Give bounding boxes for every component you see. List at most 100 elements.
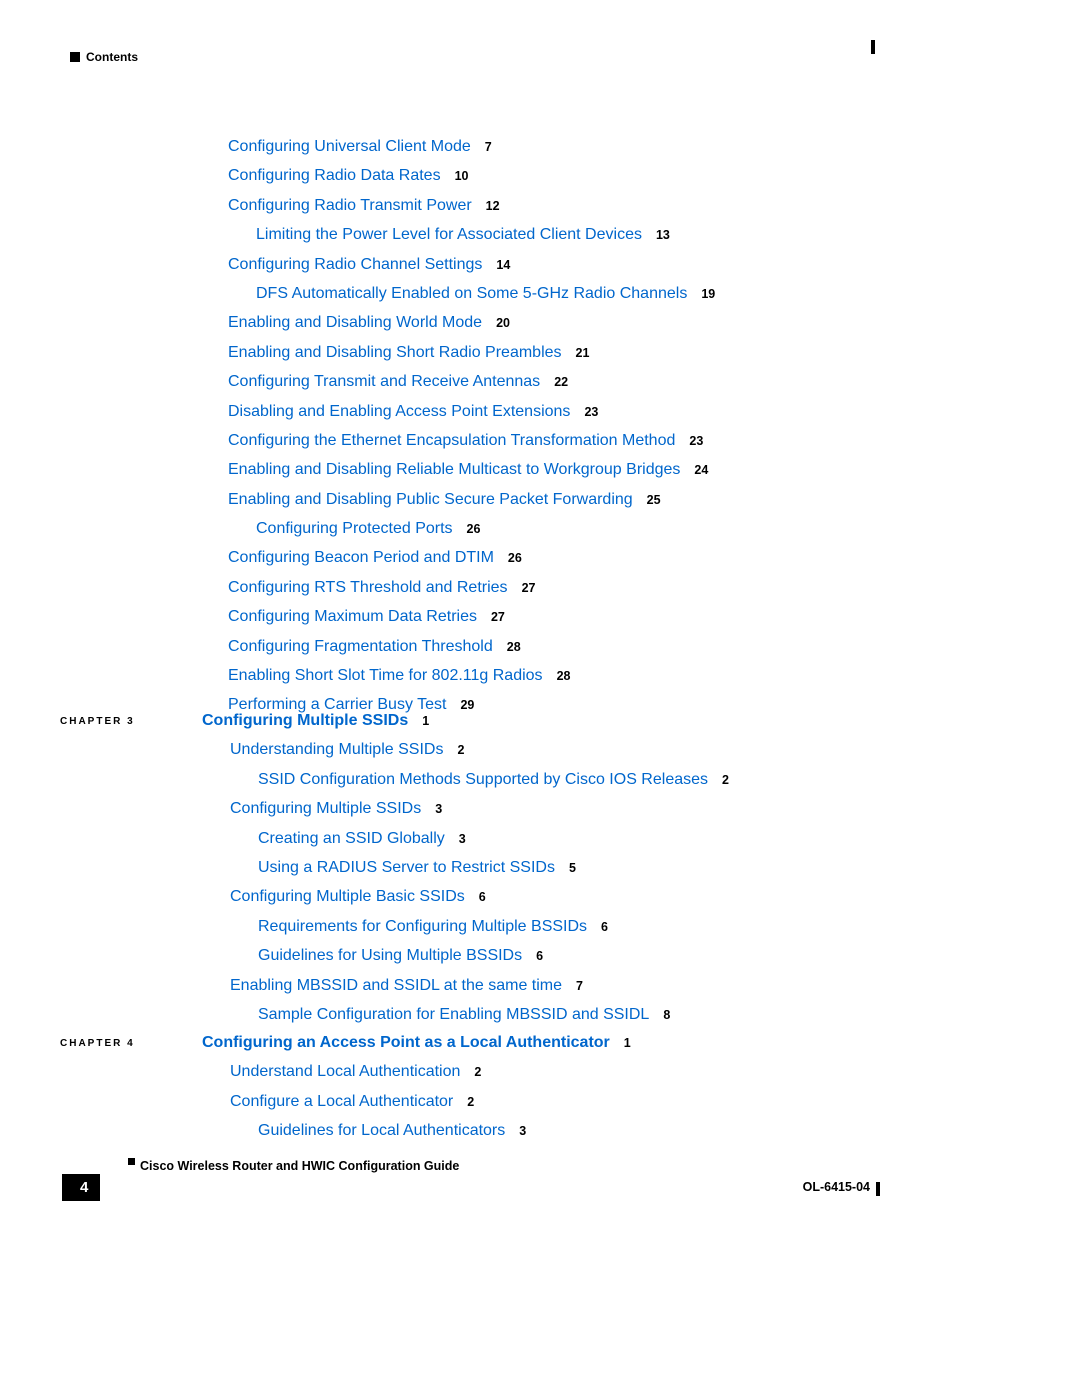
page-number: 28	[557, 669, 571, 683]
toc-line: Enabling Short Slot Time for 802.11g Rad…	[228, 665, 715, 687]
toc-line: Understand Local Authentication 2	[230, 1061, 631, 1083]
chapter-title-link[interactable]: Configuring an Access Point as a Local A…	[202, 1034, 610, 1051]
toc-link[interactable]: Creating an SSID Globally	[258, 830, 445, 847]
page-number: 3	[435, 802, 442, 816]
toc-link[interactable]: Enabling MBSSID and SSIDL at the same ti…	[230, 977, 562, 994]
toc-link[interactable]: Enabling and Disabling Reliable Multicas…	[228, 461, 680, 478]
page-number: 2	[457, 743, 464, 757]
page-number: 2	[722, 773, 729, 787]
toc-link[interactable]: Sample Configuration for Enabling MBSSID…	[258, 1006, 649, 1023]
chapter-title-line: Configuring Multiple SSIDs 1	[202, 710, 729, 732]
toc-link[interactable]: Configure a Local Authenticator	[230, 1093, 453, 1110]
toc-line: Configuring Maximum Data Retries 27	[228, 606, 715, 628]
toc-link[interactable]: Disabling and Enabling Access Point Exte…	[228, 403, 570, 420]
toc-line: Creating an SSID Globally 3	[230, 828, 729, 850]
toc-link[interactable]: Enabling and Disabling Public Secure Pac…	[228, 491, 633, 508]
page-number: 14	[496, 258, 510, 272]
page-number: 2	[474, 1065, 481, 1079]
footer-page-number: 4	[62, 1174, 100, 1201]
toc-line: Disabling and Enabling Access Point Exte…	[228, 401, 715, 423]
page-number: 5	[569, 861, 576, 875]
toc-link[interactable]: Enabling and Disabling World Mode	[228, 314, 482, 331]
page-number: 13	[656, 228, 670, 242]
page-number: 26	[467, 522, 481, 536]
page-number: 27	[491, 610, 505, 624]
toc-line: Configuring Beacon Period and DTIM26	[228, 547, 715, 569]
toc-line: Understanding Multiple SSIDs 2	[230, 739, 729, 761]
toc-line: Enabling and Disabling Public Secure Pac…	[228, 489, 715, 511]
toc-line: Limiting the Power Level for Associated …	[228, 224, 715, 246]
toc-link[interactable]: Configuring Beacon Period and DTIM	[228, 549, 494, 566]
toc-link[interactable]: Requirements for Configuring Multiple BS…	[258, 918, 587, 935]
header-label: Contents	[70, 50, 138, 64]
page-number: 21	[576, 346, 590, 360]
toc-line: Configuring RTS Threshold and Retries27	[228, 577, 715, 599]
toc-link[interactable]: Configuring Transmit and Receive Antenna…	[228, 373, 540, 390]
toc-line: Using a RADIUS Server to Restrict SSIDs 5	[230, 857, 729, 879]
page-number: 7	[576, 979, 583, 993]
toc-line: Enabling and Disabling Short Radio Pream…	[228, 342, 715, 364]
chapter-4-label: CHAPTER 4	[60, 1038, 135, 1049]
toc-link[interactable]: Guidelines for Local Authenticators	[258, 1122, 505, 1139]
toc-line: Enabling MBSSID and SSIDL at the same ti…	[230, 975, 729, 997]
toc-chapter-4: Configuring an Access Point as a Local A…	[202, 1032, 631, 1150]
toc-link[interactable]: Enabling Short Slot Time for 802.11g Rad…	[228, 667, 543, 684]
page-number: 23	[584, 405, 598, 419]
page-number: 3	[459, 832, 466, 846]
footer-doc-id: OL-6415-04	[803, 1180, 870, 1194]
toc-link[interactable]: Understanding Multiple SSIDs	[230, 741, 443, 758]
toc-link[interactable]: SSID Configuration Methods Supported by …	[258, 771, 708, 788]
toc-line: Configuring Fragmentation Threshold28	[228, 636, 715, 658]
toc-line: Configure a Local Authenticator 2	[230, 1091, 631, 1113]
toc-line: Configuring Multiple SSIDs 3	[230, 798, 729, 820]
toc-link[interactable]: Configuring Multiple SSIDs	[230, 800, 421, 817]
toc-link[interactable]: Understand Local Authentication	[230, 1063, 460, 1080]
toc-line: Configuring the Ethernet Encapsulation T…	[228, 430, 715, 452]
toc-link[interactable]: Configuring Maximum Data Retries	[228, 608, 477, 625]
page-number: 2	[467, 1095, 474, 1109]
toc-link[interactable]: Configuring RTS Threshold and Retries	[228, 579, 508, 596]
chapter-title-link[interactable]: Configuring Multiple SSIDs	[202, 712, 408, 729]
page-number: 3	[519, 1124, 526, 1138]
toc-link[interactable]: Enabling and Disabling Short Radio Pream…	[228, 344, 562, 361]
toc-link[interactable]: Configuring Fragmentation Threshold	[228, 638, 493, 655]
footer-title: Cisco Wireless Router and HWIC Configura…	[140, 1159, 459, 1173]
page-number: 12	[486, 199, 500, 213]
toc-link[interactable]: Configuring the Ethernet Encapsulation T…	[228, 432, 675, 449]
header-marker	[871, 40, 875, 54]
page-number: 6	[479, 890, 486, 904]
toc-link[interactable]: Configuring Multiple Basic SSIDs	[230, 888, 465, 905]
page-number: 7	[485, 140, 492, 154]
toc-line: DFS Automatically Enabled on Some 5-GHz …	[228, 283, 715, 305]
page-number: 24	[694, 463, 708, 477]
page-number: 1	[422, 714, 429, 728]
toc-line: Enabling and Disabling World Mode 20	[228, 312, 715, 334]
toc-line: Guidelines for Local Authenticators 3	[230, 1120, 631, 1142]
footer-right-marker	[876, 1182, 880, 1196]
toc-chapter-3: Configuring Multiple SSIDs 1 Understanding…	[202, 710, 729, 1033]
footer-square-icon	[128, 1158, 135, 1165]
toc-line: Configuring Universal Client Mode 7	[228, 136, 715, 158]
toc-line: Configuring Protected Ports 26	[228, 518, 715, 540]
toc-line: Configuring Radio Transmit Power 12	[228, 195, 715, 217]
page-number: 25	[647, 493, 661, 507]
toc-link[interactable]: Configuring Radio Channel Settings	[228, 256, 482, 273]
toc-link[interactable]: Configuring Protected Ports	[256, 520, 453, 537]
toc-link[interactable]: Configuring Radio Transmit Power	[228, 197, 472, 214]
toc-link[interactable]: Configuring Universal Client Mode	[228, 138, 471, 155]
square-icon	[70, 52, 80, 62]
chapter-3-label: CHAPTER 3	[60, 716, 135, 727]
page-number: 19	[701, 287, 715, 301]
toc-link[interactable]: Using a RADIUS Server to Restrict SSIDs	[258, 859, 555, 876]
page-number: 20	[496, 316, 510, 330]
toc-line: SSID Configuration Methods Supported by …	[230, 769, 729, 791]
toc-line: Configuring Transmit and Receive Antenna…	[228, 371, 715, 393]
page: Contents Configuring Universal Client Mo…	[0, 0, 1080, 1397]
header-text: Contents	[86, 50, 138, 64]
toc-link[interactable]: DFS Automatically Enabled on Some 5-GHz …	[256, 285, 687, 302]
page-number: 10	[455, 169, 469, 183]
toc-line: Guidelines for Using Multiple BSSIDs6	[230, 945, 729, 967]
toc-link[interactable]: Limiting the Power Level for Associated …	[256, 226, 642, 243]
toc-link[interactable]: Guidelines for Using Multiple BSSIDs	[258, 947, 522, 964]
toc-link[interactable]: Configuring Radio Data Rates	[228, 167, 441, 184]
